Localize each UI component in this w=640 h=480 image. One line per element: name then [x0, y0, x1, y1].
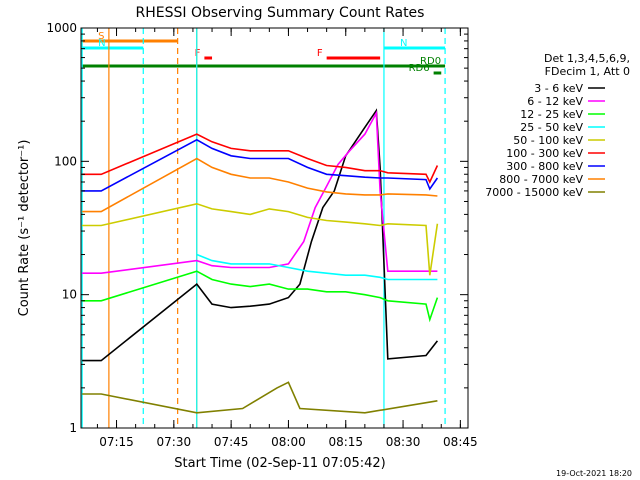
flag-label: N [98, 38, 105, 49]
x-tick-label: 08:00 [271, 435, 306, 449]
legend-header: Det 1,3,4,5,6,9, [544, 52, 630, 65]
legend-header: FDecim 1, Att 0 [545, 65, 630, 78]
legend: Det 1,3,4,5,6,9,FDecim 1, Att 0 3 - 6 keV… [485, 52, 630, 199]
flag-label: S [98, 31, 104, 42]
series-line [196, 253, 438, 281]
y-tick-label: 1000 [46, 21, 77, 35]
x-tick-label: 07:15 [99, 435, 134, 449]
legend-label: 7000 - 15000 keV [485, 186, 583, 199]
series-line [82, 133, 439, 184]
flag-label: RD0 [420, 56, 441, 67]
series-line [82, 110, 438, 274]
x-tick-label: 07:45 [214, 435, 249, 449]
legend-label: 50 - 100 keV [513, 134, 583, 147]
x-tick-label: 08:45 [443, 435, 478, 449]
legend-label: 3 - 6 keV [534, 82, 583, 95]
legend-label: 300 - 800 keV [506, 160, 583, 173]
legend-label: 25 - 50 keV [520, 121, 583, 134]
chart-title: RHESSI Observing Summary Count Rates [136, 5, 425, 21]
y-tick-label: 10 [62, 288, 77, 302]
x-tick-label: 08:30 [386, 435, 421, 449]
series-line [82, 381, 438, 414]
series-line [82, 270, 439, 323]
flag-label: RD6 [409, 63, 430, 74]
x-tick-label: 07:30 [157, 435, 192, 449]
y-axis-label: Count Rate (s⁻¹ detector⁻¹) [17, 140, 32, 317]
legend-label: 6 - 12 keV [527, 95, 583, 108]
flag-label: F [317, 48, 323, 59]
legend-label: 800 - 7000 keV [499, 173, 583, 186]
series-lines [82, 108, 439, 414]
axes: 07:15 07:30 07:45 08:00 08:15 08:30 08:45 1 10 10… [46, 21, 477, 449]
event-lines [81, 28, 446, 428]
flag-label: N [400, 38, 407, 49]
y-tick-label: 1 [69, 421, 77, 435]
legend-label: 100 - 300 keV [506, 147, 583, 160]
plot-frame [80, 27, 469, 429]
series-line [82, 157, 438, 213]
x-axis-label: Start Time (02-Sep-11 07:05:42) [174, 456, 385, 471]
x-tick-label: 08:15 [328, 435, 363, 449]
y-tick-label: 100 [54, 154, 77, 168]
legend-label: 12 - 25 keV [520, 108, 583, 121]
series-line [82, 202, 439, 276]
series-line [82, 138, 439, 192]
series-line [82, 108, 439, 362]
date-stamp: 19-Oct-2021 18:20 [556, 469, 632, 478]
flag-label: F [195, 48, 201, 59]
